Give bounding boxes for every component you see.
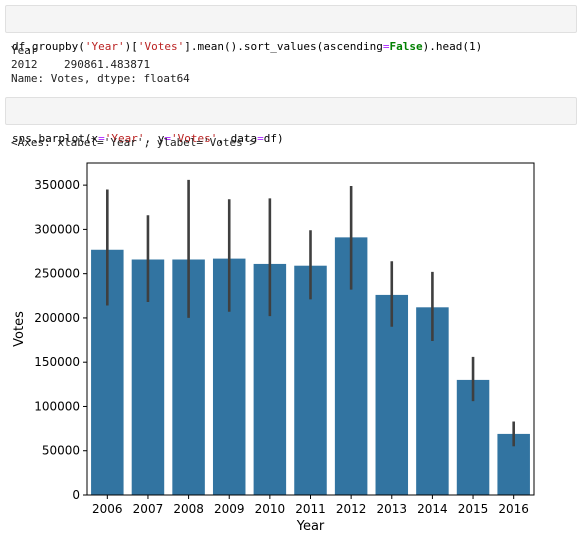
bar bbox=[375, 294, 409, 495]
code-cell-input-2[interactable]: sns.barplot(x='Year', y='Votes', data=df… bbox=[5, 97, 577, 145]
output-line: <Axes: xlabel='Year', ylabel='Votes'> bbox=[11, 136, 257, 149]
error-bars-group bbox=[106, 179, 515, 447]
x-tick-label: 2007 bbox=[133, 502, 164, 516]
code-token: 'Votes' bbox=[137, 40, 185, 53]
x-axis: 2006 2007 2008 2009 2010 2011 2012 2013 2014 2015… bbox=[92, 495, 529, 516]
code-token: = bbox=[164, 132, 171, 145]
x-tick-label: 2014 bbox=[417, 502, 448, 516]
cell-output-2: <Axes: xlabel='Year', ylabel='Votes'> bbox=[11, 136, 256, 150]
y-axis: 0 50000 100000 150000 200000 250000 300000 3500… bbox=[34, 178, 87, 502]
y-tick-label: 50000 bbox=[42, 444, 80, 458]
x-tick-label: 2006 bbox=[92, 502, 123, 516]
x-tick-label: 2010 bbox=[255, 502, 286, 516]
y-axis-label: Votes bbox=[12, 311, 27, 347]
x-tick-label: 2009 bbox=[214, 502, 245, 516]
code-line: sns.barplot(x='Year', y='Votes', data=df… bbox=[12, 132, 570, 146]
code-token: sns.barplot(x bbox=[12, 132, 99, 145]
x-tick-label: 2016 bbox=[498, 502, 529, 516]
cell-output-1: Year 2012 290861.483871 Name: Votes, dtype… bbox=[11, 44, 190, 86]
y-tick-label: 0 bbox=[72, 488, 80, 502]
code-token: , data bbox=[217, 132, 258, 145]
axes-frame bbox=[86, 162, 535, 496]
x-axis-label: Year bbox=[296, 519, 325, 534]
code-token: 'Votes' bbox=[170, 132, 218, 145]
output-line: Name: Votes, dtype: float64 bbox=[11, 72, 190, 85]
code-token: = bbox=[257, 132, 264, 145]
y-tick-label: 300000 bbox=[34, 222, 80, 236]
code-token: df) bbox=[263, 132, 284, 145]
code-line: df.groupby('Year')['Votes'].mean().sort_… bbox=[12, 40, 570, 54]
code-token: False bbox=[389, 40, 423, 53]
code-token: = bbox=[382, 40, 390, 53]
code-token: 'Year' bbox=[104, 132, 145, 145]
y-tick-label: 350000 bbox=[34, 178, 80, 192]
x-tick-label: 2011 bbox=[295, 502, 326, 516]
code-token: df.groupby( bbox=[12, 40, 85, 53]
bar bbox=[294, 265, 327, 495]
y-tick-label: 200000 bbox=[34, 311, 80, 325]
code-token: ].mean().sort_values(ascending bbox=[184, 40, 383, 53]
y-tick-label: 100000 bbox=[34, 399, 80, 413]
bars-group bbox=[91, 237, 530, 496]
x-tick-label: 2012 bbox=[336, 502, 367, 516]
barplot-chart: 0 50000 100000 150000 200000 250000 300000 3500… bbox=[12, 162, 535, 534]
code-token: )[ bbox=[124, 40, 138, 53]
code-token: ).head(1) bbox=[422, 40, 483, 53]
x-tick-label: 2008 bbox=[173, 502, 204, 516]
code-token: 'Year' bbox=[84, 40, 125, 53]
x-tick-label: 2013 bbox=[376, 502, 407, 516]
y-tick-label: 250000 bbox=[34, 267, 80, 281]
code-cell-input-1[interactable]: df.groupby('Year')['Votes'].mean().sort_… bbox=[5, 5, 577, 53]
output-line: Year bbox=[11, 44, 38, 57]
code-token: , y bbox=[144, 132, 165, 145]
x-tick-label: 2015 bbox=[458, 502, 489, 516]
output-line: 2012 290861.483871 bbox=[11, 58, 151, 71]
code-token: = bbox=[98, 132, 105, 145]
y-tick-label: 150000 bbox=[34, 355, 80, 369]
